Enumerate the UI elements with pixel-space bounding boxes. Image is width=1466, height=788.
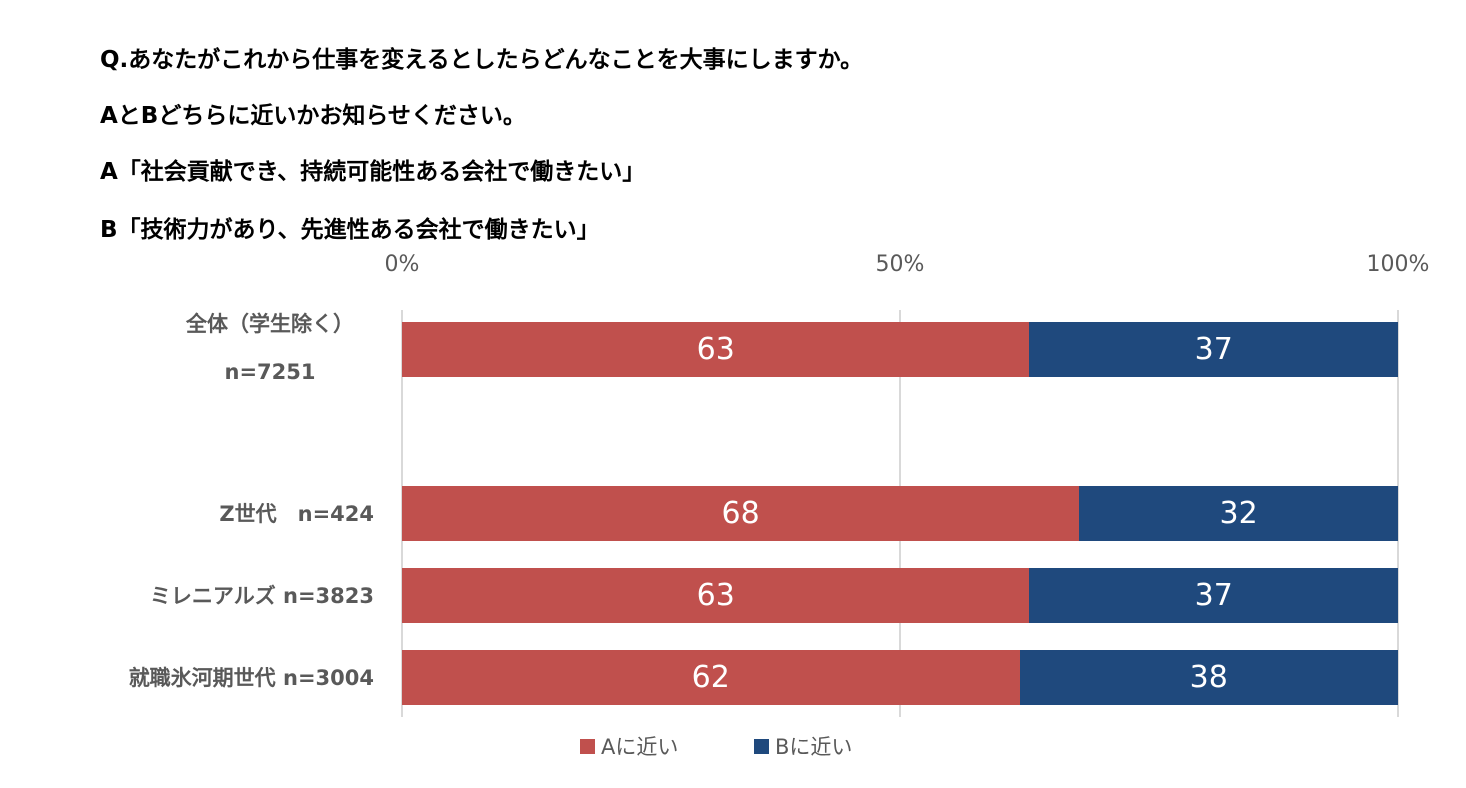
legend-label-a: Aに近い	[601, 735, 679, 759]
title-line-2: AとBどちらに近いかお知らせください。	[100, 103, 526, 129]
category-label-0-n: n=7251	[224, 360, 316, 384]
data-label: 37	[1194, 332, 1233, 367]
bar-a-0: 63	[402, 322, 1030, 377]
category-label-0: 全体（学生除く）	[186, 312, 354, 336]
bar-a-2: 63	[402, 568, 1030, 623]
category-label-1: Z世代 n=424	[219, 502, 374, 526]
bar-b-1: 32	[1079, 486, 1398, 541]
data-label: 68	[721, 496, 760, 531]
title-line-1: Q.あなたがこれから仕事を変えるとしたらどんなことを大事にしますか。	[100, 47, 864, 73]
bar-b-2: 37	[1029, 568, 1398, 623]
legend-item-a: Aに近い	[580, 731, 678, 761]
data-label: 62	[691, 660, 730, 695]
title-line-4: B「技術力があり、先進性ある会社で働きたい」	[100, 217, 600, 243]
title-line-3: A「社会貢献でき、持続可能性ある会社で働きたい」	[100, 159, 646, 185]
data-label: 32	[1219, 496, 1258, 531]
bar-b-3: 38	[1019, 650, 1398, 705]
x-tick-100: 100%	[1366, 252, 1430, 277]
bar-a-3: 62	[402, 650, 1020, 705]
x-tick-50: 50%	[875, 252, 925, 277]
category-label-2: ミレニアルズ n=3823	[149, 584, 374, 608]
legend-label-b: Bに近い	[775, 735, 853, 759]
bar-b-0: 37	[1029, 322, 1398, 377]
legend-swatch-a	[580, 738, 595, 754]
bar-a-1: 68	[402, 486, 1080, 541]
data-label: 63	[696, 578, 735, 613]
data-label: 63	[696, 332, 735, 367]
data-label: 38	[1189, 660, 1228, 695]
legend-swatch-b	[754, 738, 769, 754]
category-label-3: 就職氷河期世代 n=3004	[128, 666, 374, 690]
data-label: 37	[1194, 578, 1233, 613]
legend-item-b: Bに近い	[754, 731, 852, 761]
gridline-100	[1397, 310, 1399, 717]
x-tick-0: 0%	[384, 252, 420, 277]
